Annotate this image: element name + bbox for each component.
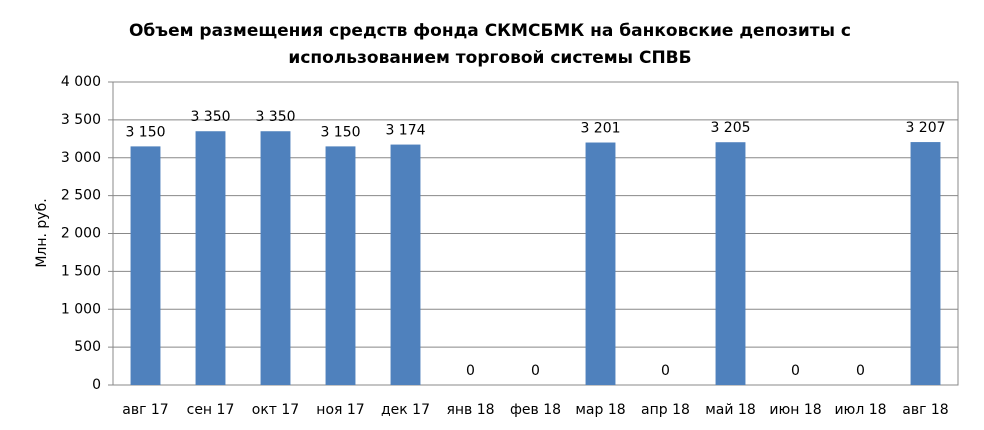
plot-border (112, 81, 959, 386)
value-label: 3 201 (580, 121, 620, 137)
x-tick-label: окт 17 (252, 402, 299, 418)
x-tick-label: авг 18 (902, 402, 948, 418)
value-label: 3 150 (125, 124, 165, 140)
bar (325, 146, 356, 385)
value-label: 3 207 (905, 120, 945, 136)
value-label: 0 (661, 363, 670, 379)
value-label: 3 350 (190, 109, 230, 125)
bar (130, 146, 161, 385)
bar (195, 131, 226, 385)
x-tick-label: май 18 (705, 402, 756, 418)
y-tick-label: 2 000 (61, 226, 101, 242)
x-tick-label: ноя 17 (316, 402, 364, 418)
y-tick-label: 4 000 (61, 74, 101, 90)
x-tick-label: июл 18 (834, 402, 886, 418)
y-tick-label: 1 000 (61, 301, 101, 317)
y-tick-label: 3 000 (61, 150, 101, 166)
value-label: 3 205 (710, 120, 750, 136)
x-tick-label: фев 18 (510, 402, 561, 418)
bar (260, 131, 291, 385)
value-label: 0 (856, 363, 865, 379)
x-tick-label: сен 17 (187, 402, 235, 418)
value-label: 0 (531, 363, 540, 379)
chart-title-line: Объем размещения средств фонда СКМСБМК н… (129, 21, 851, 41)
bar (585, 142, 616, 385)
x-tick-label: мар 18 (575, 402, 625, 418)
x-tick-label: дек 17 (381, 402, 430, 418)
y-tick-label: 3 500 (61, 112, 101, 128)
y-tick-label: 2 500 (61, 188, 101, 204)
bar (910, 142, 941, 385)
y-tick-label: 500 (74, 339, 101, 355)
x-tick-label: авг 17 (122, 402, 168, 418)
value-label: 3 174 (385, 123, 425, 139)
bar (390, 144, 421, 385)
y-tick-label: 1 500 (61, 263, 101, 279)
y-tick-label: 0 (92, 377, 101, 393)
x-tick-label: апр 18 (641, 402, 690, 418)
value-label: 3 150 (320, 124, 360, 140)
value-label: 3 350 (255, 109, 295, 125)
value-label: 0 (466, 363, 475, 379)
value-label: 0 (791, 363, 800, 379)
x-tick-label: июн 18 (769, 402, 821, 418)
y-axis-label: Млн. руб. (34, 198, 50, 267)
bar (715, 142, 746, 385)
x-tick-label: янв 18 (446, 402, 494, 418)
chart-title-line: использованием торговой системы СПВБ (288, 48, 691, 68)
